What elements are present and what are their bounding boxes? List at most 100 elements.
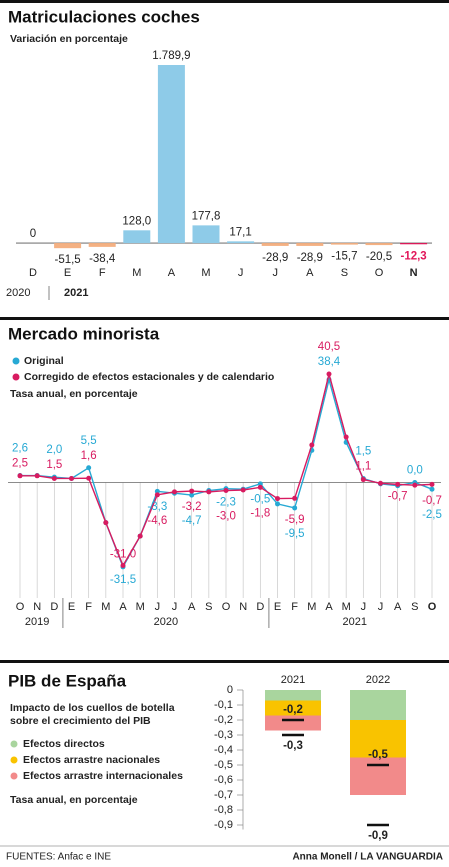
source: FUENTES: Anfac e INE bbox=[6, 852, 111, 863]
marker-label: -0,9 bbox=[368, 830, 388, 842]
point bbox=[154, 492, 160, 498]
point bbox=[292, 505, 298, 511]
x-tick-label: A bbox=[306, 267, 314, 279]
legend-label: Corregido de efectos estacionales y de c… bbox=[24, 371, 274, 383]
value-label: 2,5 bbox=[12, 458, 28, 470]
bar bbox=[400, 243, 428, 245]
value-label: -0,7 bbox=[422, 495, 442, 507]
x-tick-label: 2022 bbox=[366, 674, 390, 686]
value-label: -0,7 bbox=[388, 490, 408, 502]
x-tick-label: J bbox=[155, 601, 161, 613]
point bbox=[326, 371, 332, 377]
x-tick-label: S bbox=[205, 601, 212, 613]
point bbox=[360, 477, 366, 483]
x-tick-label: O bbox=[428, 601, 437, 613]
value-label: -28,9 bbox=[297, 252, 323, 264]
point bbox=[103, 520, 109, 526]
value-label: 0 bbox=[30, 228, 36, 240]
x-tick-label: M bbox=[342, 601, 351, 613]
point bbox=[343, 434, 349, 440]
top-rule bbox=[0, 0, 449, 3]
x-tick-label: M bbox=[136, 601, 145, 613]
bar-segment bbox=[350, 720, 406, 758]
y-tick-label: -0,3 bbox=[214, 729, 233, 741]
legend-label: Efectos arrastre nacionales bbox=[23, 754, 160, 766]
y-tick-label: -0,4 bbox=[214, 744, 233, 756]
point bbox=[395, 481, 401, 487]
x-tick-label: O bbox=[375, 267, 384, 279]
value-label: 17,1 bbox=[229, 226, 251, 238]
point bbox=[137, 533, 143, 539]
bar bbox=[227, 241, 255, 244]
y-tick-label: -0,6 bbox=[214, 774, 233, 786]
chart-title: Mercado minorista bbox=[8, 324, 160, 343]
bar-segment bbox=[265, 690, 321, 701]
y-axis-label: Tasa anual, en porcentaje bbox=[10, 388, 138, 400]
y-tick-label: -0,1 bbox=[214, 699, 233, 711]
x-tick-label: S bbox=[411, 601, 418, 613]
x-tick-label: M bbox=[201, 267, 210, 279]
legend-swatch bbox=[10, 740, 18, 748]
point bbox=[69, 475, 74, 481]
y-tick-label: -0,7 bbox=[214, 789, 233, 801]
value-label: -12,3 bbox=[400, 250, 426, 262]
value-label: 1,1 bbox=[355, 461, 371, 473]
x-tick-label: M bbox=[307, 601, 316, 613]
x-tick-label: F bbox=[85, 601, 92, 613]
value-label: -3,3 bbox=[147, 501, 167, 513]
x-tick-label: E bbox=[64, 267, 71, 279]
bar-segment bbox=[350, 690, 406, 720]
point bbox=[120, 563, 126, 569]
value-label: 38,4 bbox=[318, 356, 341, 368]
value-label: 2,0 bbox=[46, 444, 62, 456]
credit: Anna Monell / LA VANGUARDIA bbox=[292, 852, 443, 863]
value-label: 1,6 bbox=[81, 450, 97, 462]
point bbox=[154, 488, 160, 494]
x-tick-label: A bbox=[394, 601, 402, 613]
marker-label: -0,5 bbox=[368, 749, 388, 761]
value-label: -31,5 bbox=[110, 574, 136, 586]
point bbox=[257, 484, 263, 490]
year-label: 2021 bbox=[343, 616, 367, 628]
y-tick-label: -0,2 bbox=[214, 714, 233, 726]
chart-subtitle: sobre el crecimiento del PIB bbox=[10, 715, 151, 727]
point bbox=[275, 496, 280, 502]
value-label: -38,4 bbox=[89, 253, 116, 265]
section-rule bbox=[0, 317, 449, 320]
x-tick-label: J bbox=[361, 601, 367, 613]
point bbox=[309, 442, 315, 448]
value-label: -28,9 bbox=[262, 252, 288, 264]
x-tick-label: D bbox=[29, 267, 37, 279]
value-label: -3,0 bbox=[216, 511, 236, 523]
bar-segment bbox=[350, 757, 406, 795]
bar bbox=[88, 243, 116, 247]
point bbox=[189, 492, 195, 498]
value-label: -1,8 bbox=[250, 507, 270, 519]
x-tick-label: A bbox=[168, 267, 176, 279]
x-tick-label: E bbox=[274, 601, 281, 613]
value-label: 1,5 bbox=[355, 446, 371, 458]
value-label: 40,5 bbox=[318, 341, 340, 353]
point bbox=[257, 481, 263, 487]
chart-title: Matriculaciones coches bbox=[8, 7, 200, 26]
chart-subtitle: Impacto de los cuellos de botella bbox=[10, 702, 175, 714]
point bbox=[378, 480, 383, 486]
x-tick-label: J bbox=[238, 267, 244, 279]
bar-segment bbox=[265, 715, 321, 731]
point bbox=[86, 475, 92, 481]
x-tick-label: F bbox=[291, 601, 298, 613]
value-label: 5,5 bbox=[81, 435, 97, 447]
x-tick-label: M bbox=[101, 601, 110, 613]
value-label: -20,5 bbox=[366, 251, 392, 263]
marker-label: -0,3 bbox=[283, 740, 303, 752]
point bbox=[292, 495, 298, 501]
value-label: 177,8 bbox=[192, 210, 221, 222]
legend-label: Efectos arrastre internacionales bbox=[23, 770, 183, 782]
x-tick-label: S bbox=[341, 267, 348, 279]
value-label: -31,0 bbox=[110, 549, 136, 561]
point bbox=[189, 488, 195, 494]
x-tick-label: F bbox=[99, 267, 106, 279]
bar bbox=[54, 243, 82, 249]
value-label: -15,7 bbox=[331, 251, 357, 263]
